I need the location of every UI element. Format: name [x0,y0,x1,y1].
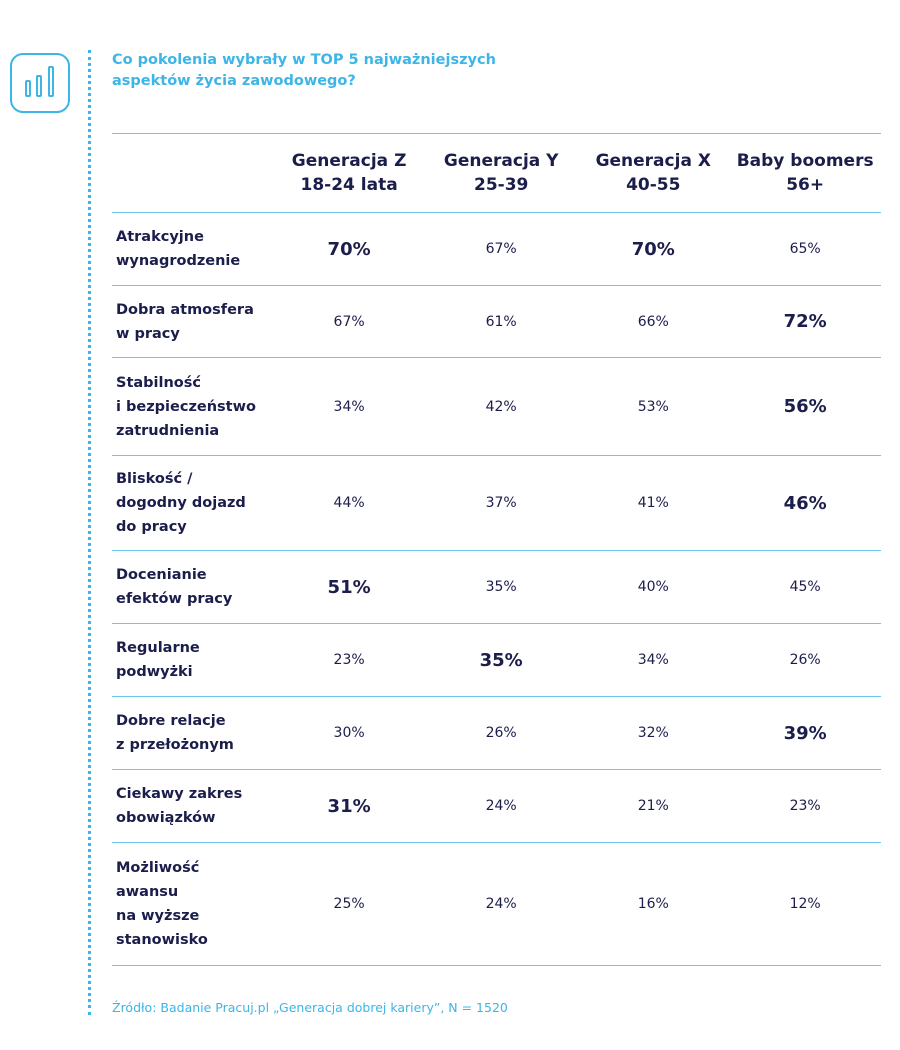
row-label-line: Ciekawy zakres [116,786,243,802]
value-cell: 16% [577,842,730,966]
value-cell: 32% [577,696,730,770]
row-label: Regularne podwyżki [112,623,274,697]
row-label: Dobra atmosfera w pracy [112,285,274,358]
age-range: 56+ [786,175,825,195]
value-cell: 24% [425,842,578,966]
page-title: Co pokolenia wybrały w TOP 5 najważniejs… [112,52,496,89]
value-cell: 45% [729,550,881,624]
row-label-line: efektów pracy [116,591,233,607]
row-label: Dobre relacje z przełożonym [112,696,274,770]
row-label: Możliwość awansu na wyższe stanowisko [112,842,274,966]
row-label-line: z przełożonym [116,737,234,753]
value-cell: 42% [425,357,578,456]
row-label-line: stanowisko [116,932,208,948]
row-label-line: do pracy [116,519,187,535]
value-cell: 31% [273,769,426,843]
value-cell: 61% [425,285,578,358]
row-label-line: na wyższe [116,908,200,924]
row-label-line: Dobre relacje [116,713,226,729]
row-label-line: Możliwość [116,860,200,876]
value-cell: 21% [577,769,730,843]
row-label: Ciekawy zakres obowiązków [112,769,274,843]
value-cell: 24% [425,769,578,843]
row-label-line: Regularne [116,640,200,656]
row-label: Atrakcyjne wynagrodzenie [112,212,274,286]
comparison-table: Generacja Z 18-24 lata Generacja Y 25-39 Gen… [112,133,881,966]
dotted-divider [88,50,91,1015]
value-cell: 35% [425,623,578,697]
value-cell: 35% [425,550,578,624]
value-cell: 70% [577,212,730,286]
row-label-line: Dobra atmosfera [116,301,254,318]
table-row: Ciekawy zakres obowiązków 31% 24% 21% 23% [112,769,881,843]
value-cell: 46% [729,455,881,551]
value-cell: 40% [577,550,730,624]
row-label-line: dogodny dojazd [116,495,246,511]
value-cell: 12% [729,842,881,966]
row-label-line: i bezpieczeństwo [116,398,256,415]
age-range: 25-39 [473,175,529,195]
table-row: Dobre relacje z przełożonym 30% 26% 32% 39% [112,696,881,770]
row-label-line: Bliskość / [116,471,193,487]
age-range: 40-55 [626,175,681,195]
row-label-line: Stabilność [116,374,201,391]
value-cell: 37% [425,455,578,551]
row-label-line: podwyżki [116,664,193,680]
value-cell: 41% [577,455,730,551]
row-label: Docenianie efektów pracy [112,550,274,624]
row-label-line: awansu [116,884,179,900]
value-cell: 44% [273,455,426,551]
table-row: Stabilność i bezpieczeństwo zatrudnienia 34… [112,357,881,456]
value-cell: 67% [273,285,426,358]
header-empty [112,133,274,213]
value-cell: 23% [729,769,881,843]
value-cell: 65% [729,212,881,286]
value-cell: 67% [425,212,578,286]
value-cell: 39% [729,696,881,770]
table-row: Bliskość / dogodny dojazd do pracy 44% 37% 41… [112,455,881,551]
generation-name: Generacja X [595,151,711,171]
value-cell: 25% [273,842,426,966]
table-row: Docenianie efektów pracy 51% 35% 40% 45% [112,550,881,624]
value-cell: 34% [273,357,426,456]
column-header: Baby boomers 56+ [729,133,881,213]
source-note: Źródło: Badanie Pracuj.pl „Generacja dob… [112,1000,508,1015]
row-label-line: zatrudnienia [116,422,220,439]
value-cell: 51% [273,550,426,624]
column-header: Generacja Z 18-24 lata [273,133,426,213]
value-cell: 23% [273,623,426,697]
generation-name: Baby boomers [736,151,874,171]
table-row: Regularne podwyżki 23% 35% 34% 26% [112,623,881,697]
column-header: Generacja X 40-55 [577,133,730,213]
value-cell: 70% [273,212,426,286]
row-label-line: Atrakcyjne [116,229,204,245]
row-label-line: w pracy [116,325,180,342]
row-label: Stabilność i bezpieczeństwo zatrudnienia [112,357,274,456]
row-label: Bliskość / dogodny dojazd do pracy [112,455,274,551]
table-row: Atrakcyjne wynagrodzenie 70% 67% 70% 65% [112,212,881,286]
value-cell: 56% [729,357,881,456]
value-cell: 72% [729,285,881,358]
value-cell: 53% [577,357,730,456]
column-header: Generacja Y 25-39 [425,133,578,213]
row-label-line: obowiązków [116,810,216,826]
value-cell: 26% [425,696,578,770]
value-cell: 66% [577,285,730,358]
value-cell: 30% [273,696,426,770]
value-cell: 34% [577,623,730,697]
value-cell: 26% [729,623,881,697]
table-row: Dobra atmosfera w pracy 67% 61% 66% 72% [112,285,881,358]
table-row: Możliwość awansu na wyższe stanowisko 25% 24%… [112,842,881,966]
generation-name: Generacja Z [291,151,407,171]
age-range: 18-24 lata [300,175,398,195]
row-label-line: wynagrodzenie [116,253,241,269]
row-label-line: Docenianie [116,567,207,583]
generation-name: Generacja Y [443,151,559,171]
bar-chart-icon [10,53,70,113]
